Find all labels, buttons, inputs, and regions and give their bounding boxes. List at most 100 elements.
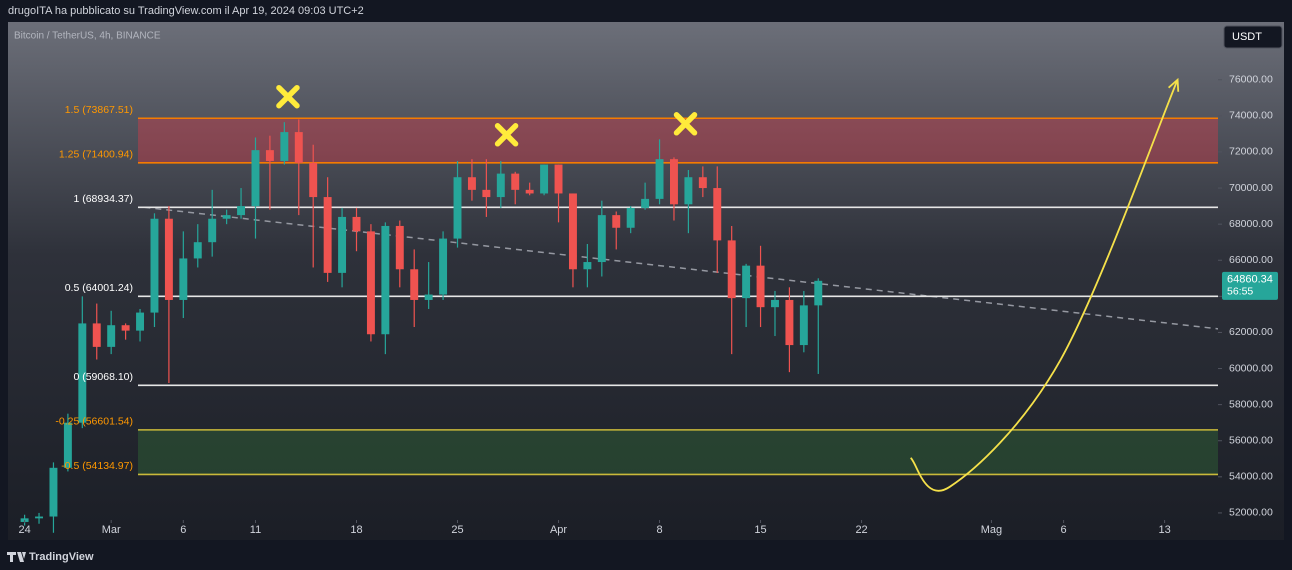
candle-body [251,150,260,207]
zone [138,429,1218,475]
fib-level-label: -0.25 (56601.54) [55,416,133,428]
candle-body [63,422,72,468]
candle-body [309,162,318,198]
fib-level-label: 0.5 (64001.24) [65,282,133,294]
x-tick-label: 18 [350,524,362,536]
candle-body [482,189,491,198]
chart-panel [8,22,1284,540]
zone [138,118,1218,163]
x-tick-label: 11 [250,524,261,536]
price-badge-value: 64860.34 [1227,274,1273,286]
y-tick-label: 62000.00 [1229,326,1273,338]
x-tick-label: Mar [102,524,121,536]
candle-body [684,177,693,205]
footer-brand: TradingView [29,551,94,563]
currency-label: USDT [1232,31,1262,43]
candle-body [136,312,145,331]
candle-body [540,164,549,194]
candle-body [727,240,736,299]
candle-body [785,299,794,346]
candle-body [612,215,621,228]
marker [276,84,300,109]
candle-body [453,177,462,239]
x-tick-label: 8 [656,524,662,536]
candle-body [237,206,246,216]
candle-body [323,197,332,273]
candle-body [583,262,592,270]
y-tick-label: 76000.00 [1229,74,1273,86]
candle-body [92,323,101,347]
projection-arrowhead [1168,77,1180,92]
price-badge [1222,271,1278,300]
y-tick-label: 56000.00 [1229,435,1273,447]
currency-badge[interactable] [1223,25,1283,49]
candle-body [193,242,202,259]
candle-body [338,216,347,273]
candle-body [756,265,765,308]
candle-body [568,193,577,270]
candle-body [655,159,664,199]
candle-body [799,305,808,346]
candle-body [597,215,606,263]
y-tick-label: 68000.00 [1229,218,1273,230]
candle-body [554,164,563,194]
projection-curve [909,79,1179,492]
candle-body [121,325,130,331]
x-tick-label: 6 [180,524,186,536]
fib-level-label: 1.25 (71400.94) [59,149,133,161]
candle-body [265,150,274,161]
y-tick-label: 52000.00 [1229,507,1273,519]
x-tick-label: 24 [18,524,30,536]
marker-cross [673,112,698,136]
candle-body [771,299,779,308]
fib-level-label: 1 (68934.37) [73,193,133,205]
symbol-title: Bitcoin / TetherUS, 4h, BINANCE [14,31,161,42]
fib-level-label: 0 (59068.10) [73,371,133,383]
candle-body [467,177,476,190]
candle-body [352,216,361,232]
candle-body [670,159,678,205]
plot-area [20,77,1218,533]
x-tick-label: 13 [1158,524,1170,536]
y-tick-label: 58000.00 [1229,398,1273,410]
candle-body [294,132,303,163]
price-badge-countdown: 56:55 [1227,286,1253,298]
candle-body [366,231,375,335]
candle-body [78,323,87,423]
candle-body [641,198,650,208]
x-tick-label: Apr [550,524,567,536]
candle-body [410,269,419,300]
y-tick-label: 54000.00 [1229,471,1273,483]
candle-body [439,238,448,295]
candle-body [49,467,58,517]
y-tick-label: 72000.00 [1229,146,1273,158]
trendline [144,206,1218,330]
y-tick-label: 66000.00 [1229,254,1273,266]
candle-body [742,265,751,299]
candle-body [424,294,433,300]
candle-body [208,218,217,243]
candle-body [626,207,635,228]
candle-body [698,177,707,189]
candle-body [164,218,173,300]
candle-body [525,189,534,194]
y-tick-label: 70000.00 [1229,182,1273,194]
publish-info: drugoITA ha pubblicato su TradingView.co… [8,5,364,17]
marker-cross [494,123,519,147]
candle-body [511,173,520,190]
candle-body [496,173,505,198]
x-tick-label: Mag [981,524,1002,536]
candle-body [280,132,289,161]
candle-body [222,215,231,219]
footer-logo [7,552,26,562]
fib-level-label: 1.5 (73867.51) [65,104,133,116]
candle-body [179,258,188,300]
marker-cross [276,84,300,109]
x-tick-label: 15 [754,524,766,536]
candle-body [814,280,823,306]
x-tick-label: 6 [1061,524,1067,536]
marker [494,123,519,147]
x-tick-label: 25 [451,524,463,536]
